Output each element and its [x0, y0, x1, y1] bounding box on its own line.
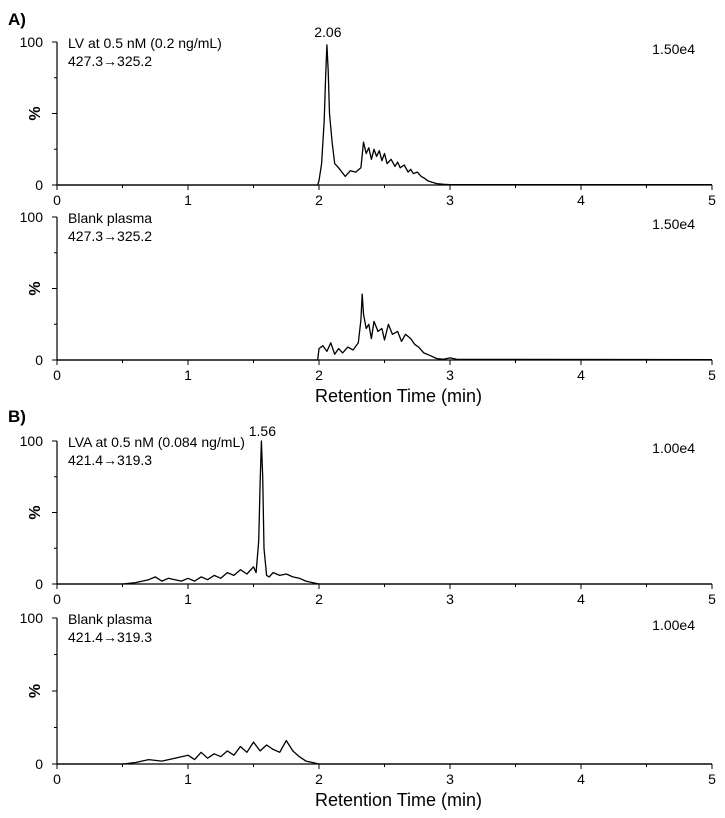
- mrm-transition: 427.3→325.2: [68, 228, 152, 244]
- chart-panel-3: 0 1 2 3 4 5 0 100% LVA at 0.5 nM (0.084 ng/mL) 42…: [8, 407, 716, 607]
- peak-label: 2.06: [314, 24, 341, 40]
- y-tick-label: 100: [20, 209, 44, 225]
- trace-title: Blank plasma: [68, 210, 152, 226]
- chart-panel-1: 0 1 2 3 4 5 0 100% LV at 0.5 nM (0.2 ng/mL) 427.3…: [8, 10, 716, 208]
- x-tick-label: 5: [708, 367, 716, 383]
- y-tick-label: 100: [20, 34, 44, 50]
- x-tick-label: 5: [708, 192, 716, 208]
- x-tick-label: 1: [184, 367, 192, 383]
- x-tick-label: 1: [184, 192, 192, 208]
- intensity-label: 1.50e4: [652, 41, 695, 57]
- x-tick-label: 0: [53, 192, 61, 208]
- x-tick-label: 5: [708, 591, 716, 607]
- y-axis-label: %: [27, 281, 44, 295]
- x-axis-title: Retention Time (min): [315, 790, 482, 810]
- chart-panel-4: 0 1 2 3 4 5 0 100% Blank plasma 421.4→319.3 1.00e4…: [20, 610, 716, 810]
- y-tick-label: 0: [35, 352, 43, 368]
- intensity-label: 1.00e4: [652, 440, 695, 456]
- trace-title: Blank plasma: [68, 611, 152, 627]
- x-tick-label: 4: [577, 771, 585, 787]
- chromatogram-trace: [57, 440, 712, 585]
- chromatogram-trace: [57, 739, 712, 765]
- chromatogram-trace: [57, 293, 713, 361]
- x-tick-label: 3: [446, 591, 454, 607]
- x-tick-label: 3: [446, 367, 454, 383]
- x-tick-label: 2: [315, 367, 323, 383]
- mrm-transition: 421.4→319.3: [68, 452, 152, 468]
- panel-label: B): [8, 407, 26, 426]
- mrm-transition: 427.3→325.2: [68, 53, 152, 69]
- x-tick-label: 1: [184, 771, 192, 787]
- x-tick-label: 1: [184, 591, 192, 607]
- y-tick-label: 100: [20, 433, 44, 449]
- x-tick-label: 2: [315, 771, 323, 787]
- trace-title: LV at 0.5 nM (0.2 ng/mL): [68, 35, 222, 51]
- intensity-label: 1.00e4: [652, 617, 695, 633]
- x-tick-label: 5: [708, 771, 716, 787]
- x-tick-label: 3: [446, 192, 454, 208]
- x-tick-label: 0: [53, 367, 61, 383]
- mrm-transition: 421.4→319.3: [68, 629, 152, 645]
- trace-title: LVA at 0.5 nM (0.084 ng/mL): [68, 434, 245, 450]
- x-tick-label: 4: [577, 591, 585, 607]
- x-tick-label: 2: [315, 591, 323, 607]
- chromatogram-trace: [57, 44, 712, 186]
- panel-label: A): [8, 10, 26, 29]
- x-tick-label: 2: [315, 192, 323, 208]
- y-axis-label: %: [27, 106, 44, 120]
- x-tick-label: 4: [577, 367, 585, 383]
- chart-panel-2: 0 1 2 3 4 5 0 100% Blank plasma 427.3→325.2 1.50e4…: [20, 209, 716, 406]
- y-tick-label: 0: [35, 177, 43, 193]
- x-tick-label: 0: [53, 591, 61, 607]
- y-tick-label: 0: [35, 756, 43, 772]
- y-tick-label: 0: [35, 576, 43, 592]
- x-tick-label: 3: [446, 771, 454, 787]
- y-tick-label: 100: [20, 610, 44, 626]
- intensity-label: 1.50e4: [652, 216, 695, 232]
- x-tick-label: 4: [577, 192, 585, 208]
- y-axis-label: %: [27, 505, 44, 519]
- peak-label: 1.56: [249, 423, 276, 439]
- x-tick-label: 0: [53, 771, 61, 787]
- y-axis-label: %: [27, 684, 44, 698]
- x-axis-title: Retention Time (min): [315, 386, 482, 406]
